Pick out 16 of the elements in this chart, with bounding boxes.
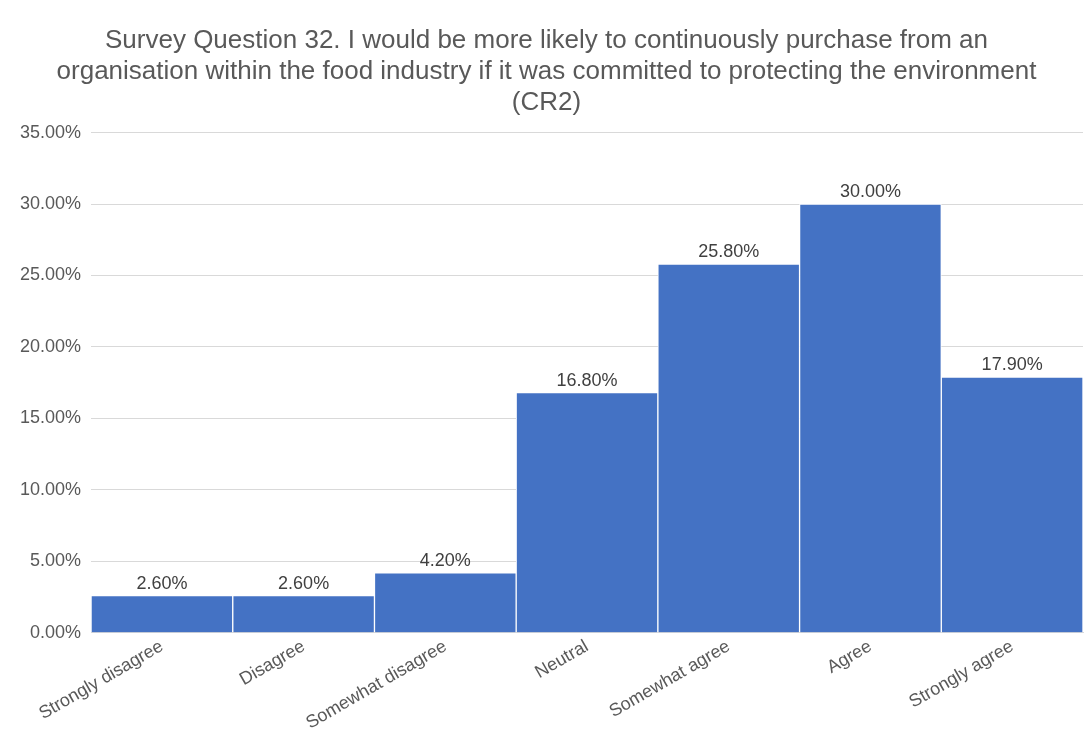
data-label: 30.00% <box>839 181 901 202</box>
y-tick-label: 35.00% <box>19 121 82 142</box>
y-tick-label: 5.00% <box>30 550 82 571</box>
y-tick-label: 25.00% <box>19 264 82 285</box>
y-tick-label: 0.00% <box>30 621 82 642</box>
data-label: 2.60% <box>136 572 188 593</box>
data-label: 16.80% <box>556 369 618 390</box>
chart-title: Survey Question 32. I would be more likely to continuously purchase from an organisation within the food industry if it was committed to protecting the environment (CR2) <box>56 23 1038 117</box>
data-label: 25.80% <box>698 241 760 262</box>
y-tick-label: 30.00% <box>19 193 82 214</box>
data-label: 2.60% <box>278 572 330 593</box>
y-tick-label: 20.00% <box>19 335 82 356</box>
y-tick-label: 10.00% <box>19 478 82 499</box>
data-label: 4.20% <box>419 549 471 570</box>
data-label: 17.90% <box>981 353 1043 374</box>
y-tick-label: 15.00% <box>19 407 82 428</box>
